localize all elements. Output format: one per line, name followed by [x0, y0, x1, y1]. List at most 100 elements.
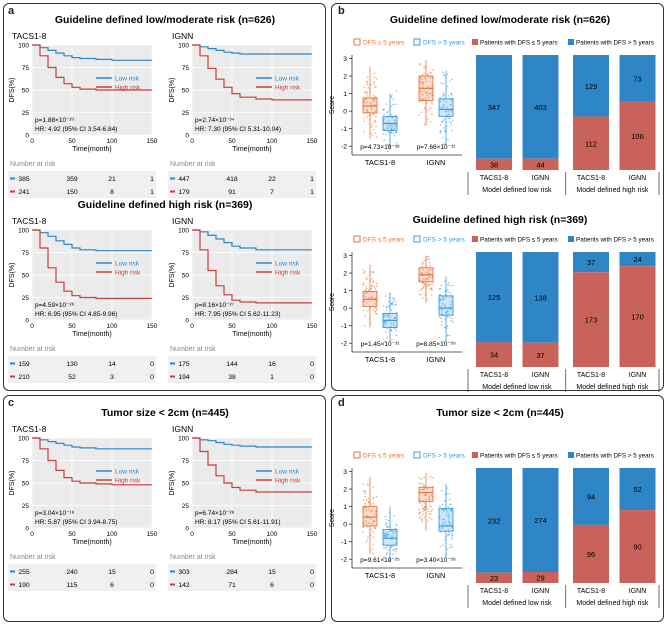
box-point — [426, 91, 429, 94]
box-point — [430, 505, 432, 508]
box-point — [422, 98, 425, 101]
km-curve-high-risk — [32, 44, 152, 91]
box-point — [450, 300, 452, 303]
bar-value-short-dfs: 38 — [490, 160, 498, 169]
risk-count-low: 21 — [108, 176, 116, 183]
risk-count-low: 240 — [66, 569, 78, 576]
km-ytick-label: 100 — [178, 228, 189, 235]
box-point — [446, 316, 449, 318]
box-point — [395, 142, 398, 144]
box-point — [449, 543, 452, 546]
box-point — [442, 518, 444, 521]
box-point — [431, 76, 433, 79]
panel-d-title-1: Tumor size < 2cm (n=445) — [436, 407, 564, 419]
box-point — [391, 535, 394, 537]
km-curve-high-risk — [32, 229, 152, 299]
box-point — [447, 528, 450, 531]
box-point — [444, 75, 446, 77]
panel-b — [331, 3, 664, 391]
box-point — [420, 515, 422, 517]
box-point — [427, 269, 430, 271]
box-point — [448, 534, 451, 536]
box-point — [363, 120, 365, 123]
bar-xlabel: IGNN — [532, 588, 550, 595]
box-point — [390, 538, 393, 540]
box-point — [422, 278, 425, 280]
box-point — [440, 107, 443, 109]
box-point — [429, 269, 432, 271]
box-point — [445, 509, 448, 512]
box-point — [366, 116, 368, 118]
box-point — [424, 124, 426, 126]
box-point — [446, 334, 449, 336]
box-point — [383, 109, 385, 111]
box-point — [390, 128, 393, 131]
box-point — [387, 519, 390, 522]
box-point — [372, 543, 374, 546]
km-ytick-label: 0 — [185, 318, 189, 325]
panel-a-title-1: Guideline defined low/moderate risk (n=6… — [55, 14, 275, 26]
box-point — [442, 71, 444, 74]
box-point — [370, 511, 373, 513]
km-pvalue: p=2.74×10⁻³⁴ — [195, 117, 235, 124]
risk-count-low: 447 — [178, 176, 190, 183]
box-point — [421, 265, 424, 268]
box-point — [364, 98, 367, 100]
km-ytick-label: 25 — [22, 110, 30, 117]
box-point — [386, 327, 388, 330]
box-point — [373, 520, 376, 522]
box-point — [373, 81, 375, 83]
box-point — [431, 508, 434, 510]
box-iqr — [438, 507, 454, 532]
box-point — [375, 136, 378, 138]
bar-segment-long-dfs — [619, 468, 656, 511]
box-point — [442, 143, 445, 146]
box-point — [390, 322, 393, 325]
box-point — [367, 309, 369, 312]
box-point — [451, 317, 453, 320]
box-point — [387, 150, 389, 153]
km-ylabel: DFS(%) — [9, 471, 16, 496]
box-point — [371, 278, 373, 280]
box-point — [423, 72, 425, 74]
box-point — [421, 288, 423, 290]
box-point — [374, 110, 377, 112]
box-point — [372, 531, 374, 533]
box-point — [442, 303, 444, 305]
box-point — [388, 127, 390, 129]
box-point — [367, 95, 369, 97]
box-point — [443, 518, 445, 521]
bar-chart-b1bar: Patients with DFS ≤ 5 years Patients with… — [467, 39, 660, 195]
km-ytick-label: 0 — [185, 526, 189, 533]
box-point — [428, 505, 431, 507]
box-point — [371, 523, 373, 525]
box-point — [370, 132, 373, 135]
km-xtick-label: 0 — [190, 531, 194, 538]
box-point — [444, 290, 446, 293]
risk-count-low: 385 — [18, 176, 30, 183]
box-point — [369, 518, 372, 520]
box-point — [449, 117, 451, 119]
km-ytick-label: 75 — [22, 458, 30, 465]
box-point — [422, 297, 424, 299]
bar-segment-long-dfs — [476, 252, 512, 343]
box-point — [443, 104, 445, 106]
box-point — [427, 109, 429, 111]
box-point — [394, 531, 397, 533]
bar-value-short-dfs: 173 — [585, 316, 598, 325]
box-point — [427, 520, 429, 522]
risk-count-low: 284 — [226, 569, 238, 576]
box-point — [364, 495, 367, 498]
box-point — [447, 511, 449, 513]
box-point — [421, 520, 424, 523]
box-point — [375, 299, 377, 302]
box-point — [389, 530, 391, 532]
box-point — [425, 494, 427, 496]
box-point — [452, 285, 454, 287]
legend-high-risk: High risk — [115, 478, 141, 485]
box-point — [372, 100, 374, 102]
box-point — [386, 314, 388, 316]
box-point — [450, 509, 452, 511]
box-point — [439, 546, 441, 548]
